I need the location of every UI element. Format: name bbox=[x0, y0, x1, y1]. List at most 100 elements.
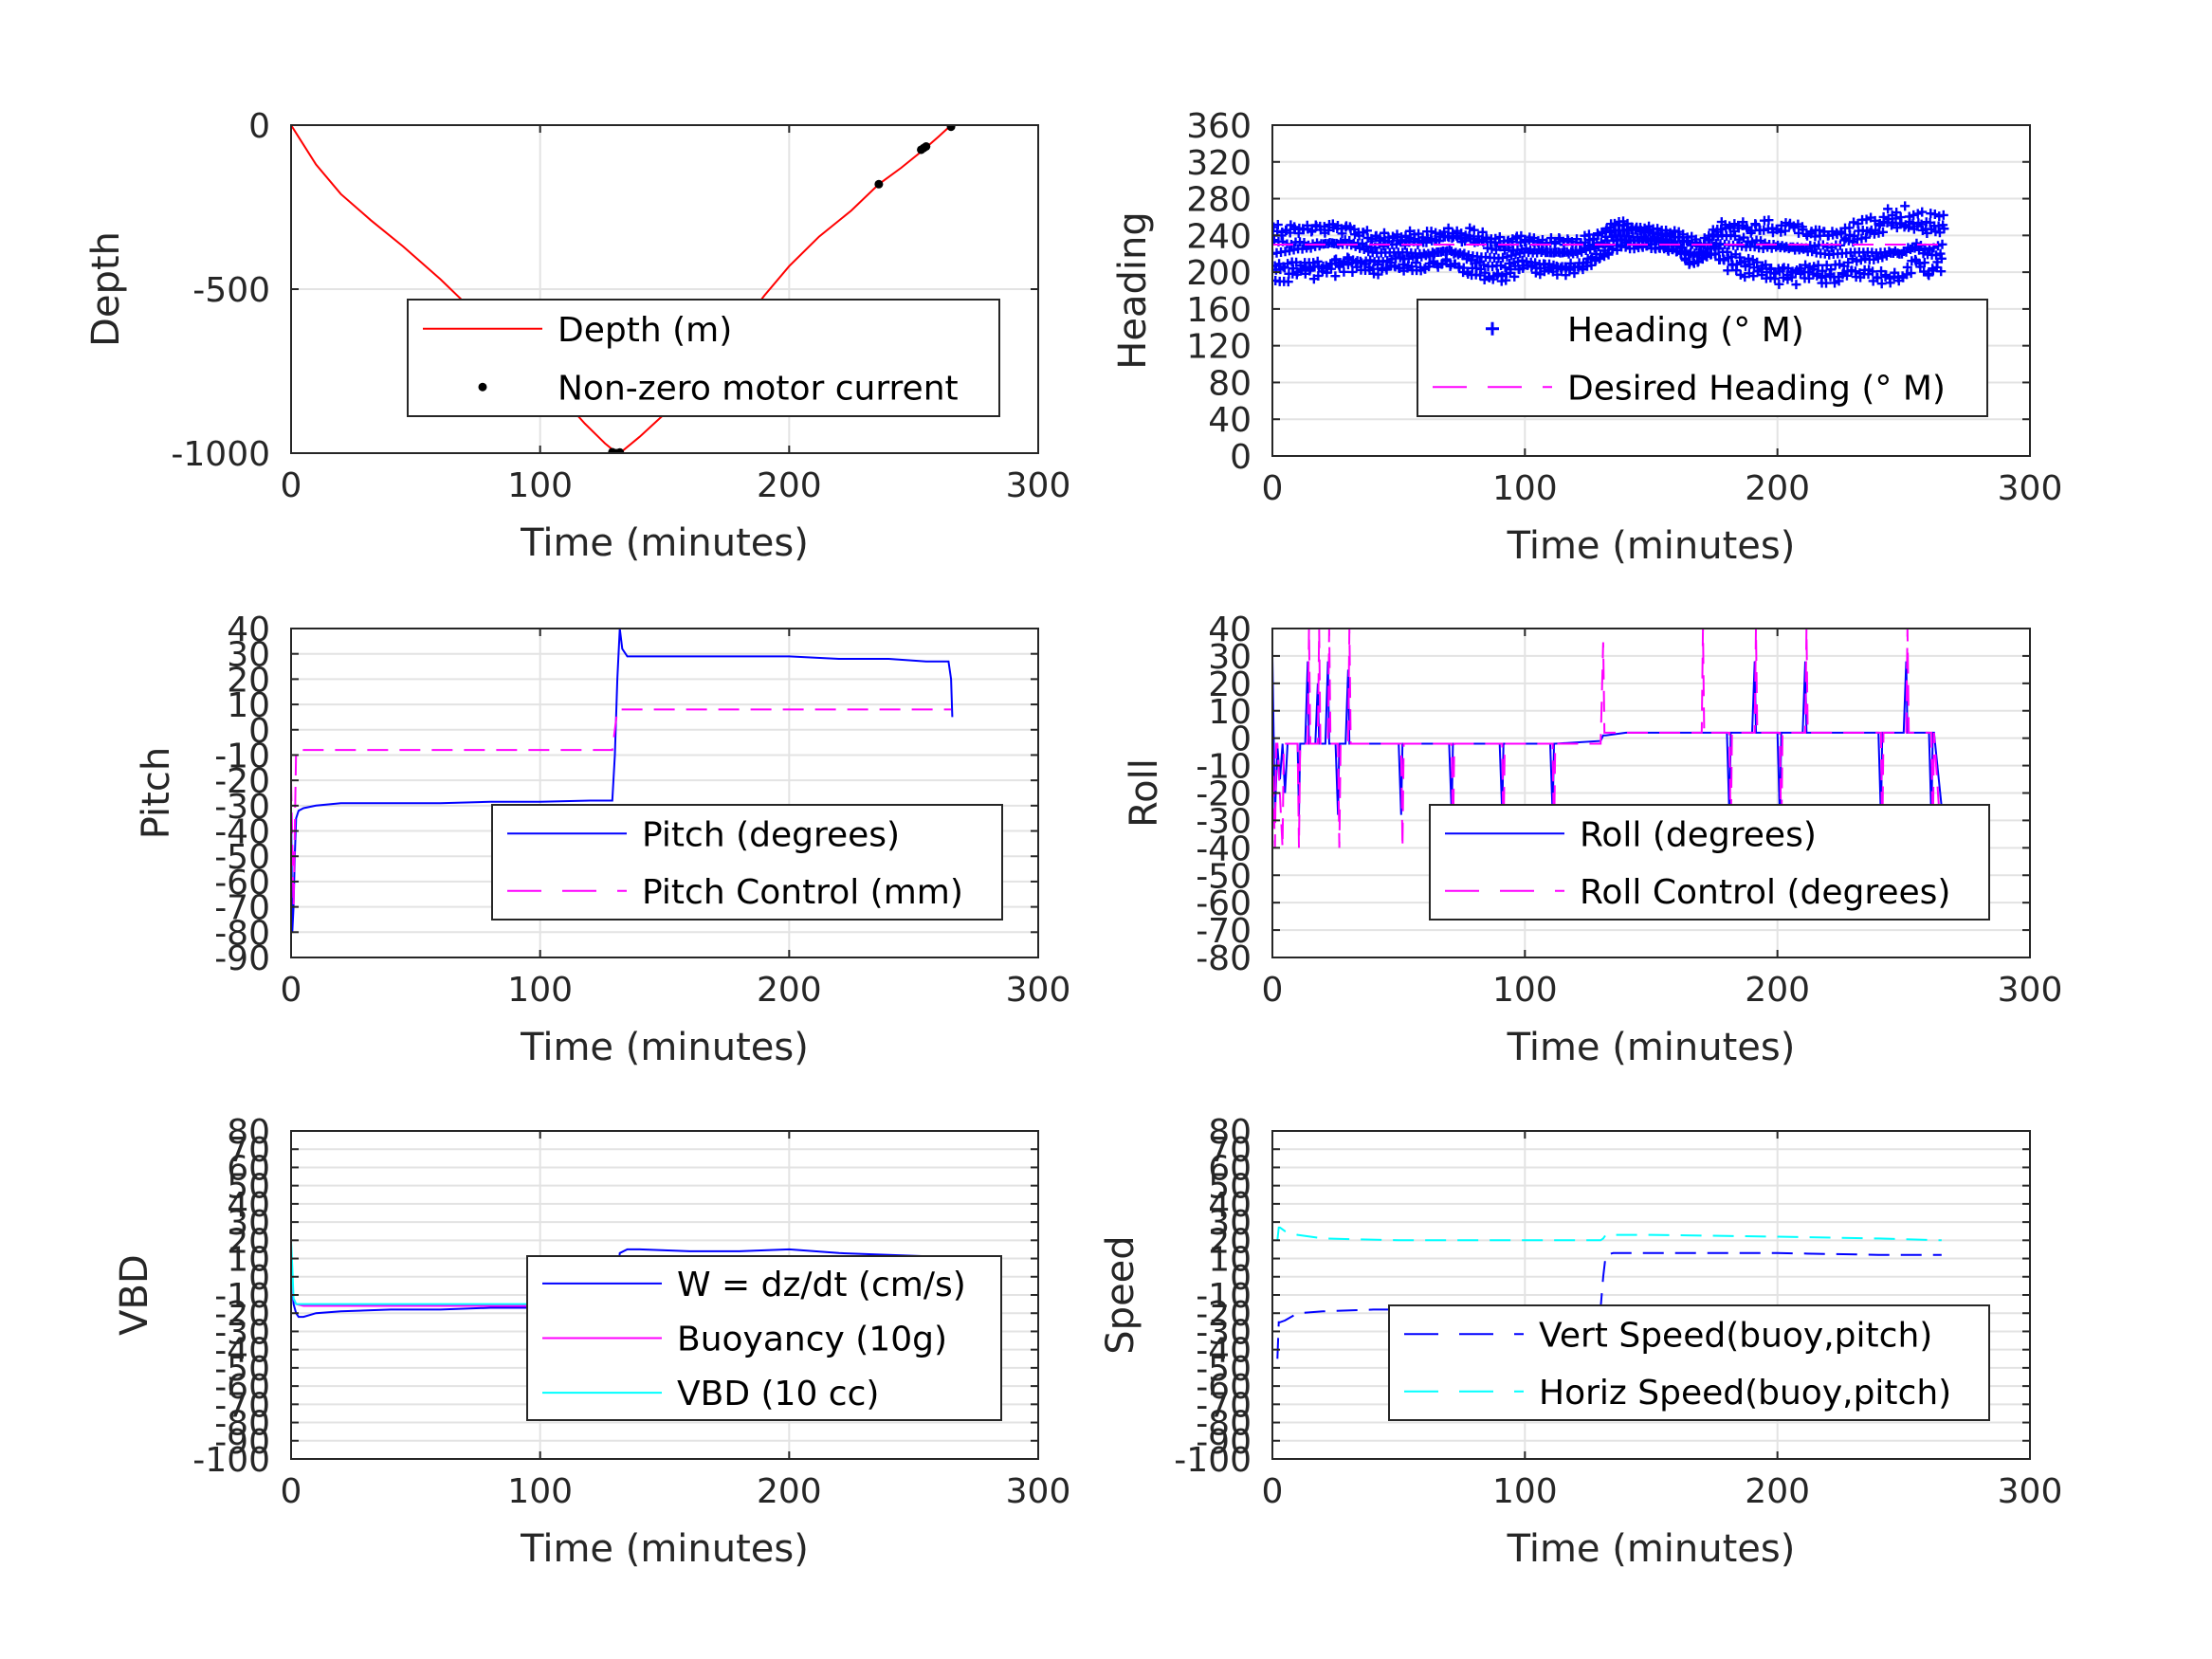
x-tick-label: 0 bbox=[281, 1472, 302, 1511]
series-1-marker bbox=[1818, 265, 1828, 276]
y-tick-label: 160 bbox=[1186, 291, 1252, 330]
y-tick-label: -60 bbox=[214, 1368, 270, 1407]
series-1-marker bbox=[1917, 207, 1928, 217]
series-1-marker bbox=[1936, 253, 1947, 264]
series-group bbox=[1272, 201, 1949, 290]
y-tick-label: -70 bbox=[214, 889, 270, 928]
y-tick-label: 10 bbox=[227, 1241, 270, 1280]
series-1-marker bbox=[1780, 226, 1790, 236]
y-tick-label: 50 bbox=[227, 1168, 270, 1207]
series-2-point bbox=[922, 141, 931, 151]
x-tick-label: 0 bbox=[1262, 1472, 1284, 1511]
x-tick-label: 200 bbox=[757, 1472, 822, 1511]
y-tick-label: -20 bbox=[1196, 1295, 1252, 1334]
y-tick-label: -60 bbox=[1196, 1368, 1252, 1407]
y-tick-label: -80 bbox=[214, 1405, 270, 1444]
panel-1: 0 100 200 300 -1000 -500 0 Time (minutes) Depth D… bbox=[84, 107, 1070, 565]
y-tick-label: -100 bbox=[192, 1441, 270, 1480]
x-tick-label: 100 bbox=[1492, 971, 1558, 1010]
y-tick-label: 0 bbox=[1230, 1259, 1252, 1298]
y-tick-label: 40 bbox=[1208, 401, 1252, 440]
y-tick-label: 40 bbox=[1208, 611, 1252, 649]
x-tick-label: 200 bbox=[757, 466, 822, 505]
x-axis-label: Time (minutes) bbox=[1507, 1527, 1796, 1571]
series-2-line bbox=[1272, 629, 1943, 848]
series-1-marker bbox=[1936, 266, 1947, 277]
legend-entry-label: Buoyancy (10g) bbox=[677, 1321, 947, 1359]
series-1-marker bbox=[1885, 278, 1895, 288]
series-1-marker bbox=[1837, 228, 1847, 239]
x-tick-label: 300 bbox=[1998, 971, 2063, 1010]
legend-entry-label: Pitch (degrees) bbox=[642, 815, 900, 854]
y-tick-label: -50 bbox=[1196, 1350, 1252, 1389]
legend: Heading (° M) Desired Heading (° M) bbox=[1417, 299, 1988, 417]
series-1-marker bbox=[1509, 271, 1520, 282]
y-tick-label: -500 bbox=[192, 271, 270, 310]
y-tick-label: -60 bbox=[1196, 884, 1252, 923]
x-tick-label: 0 bbox=[1262, 971, 1284, 1010]
y-tick-label: 0 bbox=[1230, 438, 1252, 477]
y-tick-label: 0 bbox=[248, 107, 270, 146]
series-1-marker bbox=[1902, 262, 1912, 272]
x-tick-label: 0 bbox=[281, 466, 302, 505]
series-1-marker bbox=[1877, 227, 1888, 237]
series-1-marker bbox=[1710, 249, 1721, 260]
legend-box bbox=[1417, 299, 1988, 417]
y-tick-label: -50 bbox=[214, 838, 270, 877]
legend-box bbox=[1388, 1304, 1990, 1421]
y-tick-label: 240 bbox=[1186, 217, 1252, 256]
x-tick-label: 0 bbox=[281, 971, 302, 1010]
y-tick-label: -40 bbox=[214, 813, 270, 852]
y-tick-label: 10 bbox=[227, 686, 270, 725]
y-tick-label: -20 bbox=[1196, 775, 1252, 814]
y-tick-label: -80 bbox=[1196, 939, 1252, 978]
y-tick-label: 60 bbox=[1208, 1149, 1252, 1188]
legend-entry-label: Horiz Speed(buoy,pitch) bbox=[1539, 1374, 1951, 1413]
x-axis-label: Time (minutes) bbox=[520, 521, 809, 565]
series-1-marker bbox=[1939, 224, 1949, 234]
x-tick-label: 100 bbox=[1492, 469, 1558, 508]
y-axis-label: Speed bbox=[1099, 1235, 1143, 1354]
x-axis-label: Time (minutes) bbox=[1507, 1026, 1796, 1069]
x-tick-label: 100 bbox=[1492, 1472, 1558, 1511]
legend-entry-label: Heading (° M) bbox=[1567, 311, 1804, 350]
y-tick-label: 10 bbox=[1208, 693, 1252, 732]
y-tick-label: -30 bbox=[1196, 802, 1252, 841]
legend-entry-label: Non-zero motor current bbox=[558, 369, 959, 408]
legend-box bbox=[491, 804, 1003, 921]
x-tick-label: 300 bbox=[1006, 971, 1071, 1010]
series-1-marker bbox=[1443, 223, 1453, 233]
x-tick-label: 300 bbox=[1998, 469, 2063, 508]
legend-box bbox=[407, 299, 1000, 417]
y-tick-label: -1000 bbox=[171, 435, 270, 474]
y-tick-label: -40 bbox=[1196, 830, 1252, 868]
series-1-marker bbox=[1330, 271, 1341, 282]
y-tick-label: -10 bbox=[214, 1277, 270, 1316]
series-1-marker bbox=[1722, 246, 1732, 257]
y-tick-label: 60 bbox=[227, 1149, 270, 1188]
series-group bbox=[291, 629, 954, 933]
series-1-marker bbox=[1774, 279, 1784, 289]
series-1-marker bbox=[1748, 271, 1759, 282]
y-tick-label: -10 bbox=[214, 737, 270, 775]
legend-box bbox=[1429, 804, 1990, 921]
axes-frame bbox=[290, 628, 1039, 958]
x-axis-label: Time (minutes) bbox=[520, 1026, 809, 1069]
panel-2: 0 100 200 30004080120160200240280320360Time… bbox=[1111, 107, 2062, 568]
legend-entry-label: W = dz/dt (cm/s) bbox=[677, 1266, 966, 1304]
series-1-line bbox=[291, 629, 954, 933]
x-tick-label: 100 bbox=[507, 971, 573, 1010]
x-tick-label: 100 bbox=[507, 466, 573, 505]
series-1-marker bbox=[1860, 232, 1871, 243]
x-tick-label: 300 bbox=[1998, 1472, 2063, 1511]
legend: W = dz/dt (cm/s) Buoyancy (10g) VBD (10 cc… bbox=[526, 1255, 1002, 1421]
x-tick-label: 200 bbox=[1745, 469, 1810, 508]
y-tick-label: -90 bbox=[1196, 1423, 1252, 1462]
y-tick-label: 40 bbox=[1208, 1186, 1252, 1225]
legend: Vert Speed(buoy,pitch) Horiz Speed(buoy,p… bbox=[1388, 1304, 1990, 1421]
y-tick-label: 50 bbox=[1208, 1168, 1252, 1207]
series-1-markers bbox=[1272, 201, 1949, 290]
y-tick-label: 30 bbox=[227, 636, 270, 675]
legend: Depth (m) Non-zero motor current bbox=[407, 299, 1000, 417]
series-1-marker bbox=[1738, 217, 1748, 228]
